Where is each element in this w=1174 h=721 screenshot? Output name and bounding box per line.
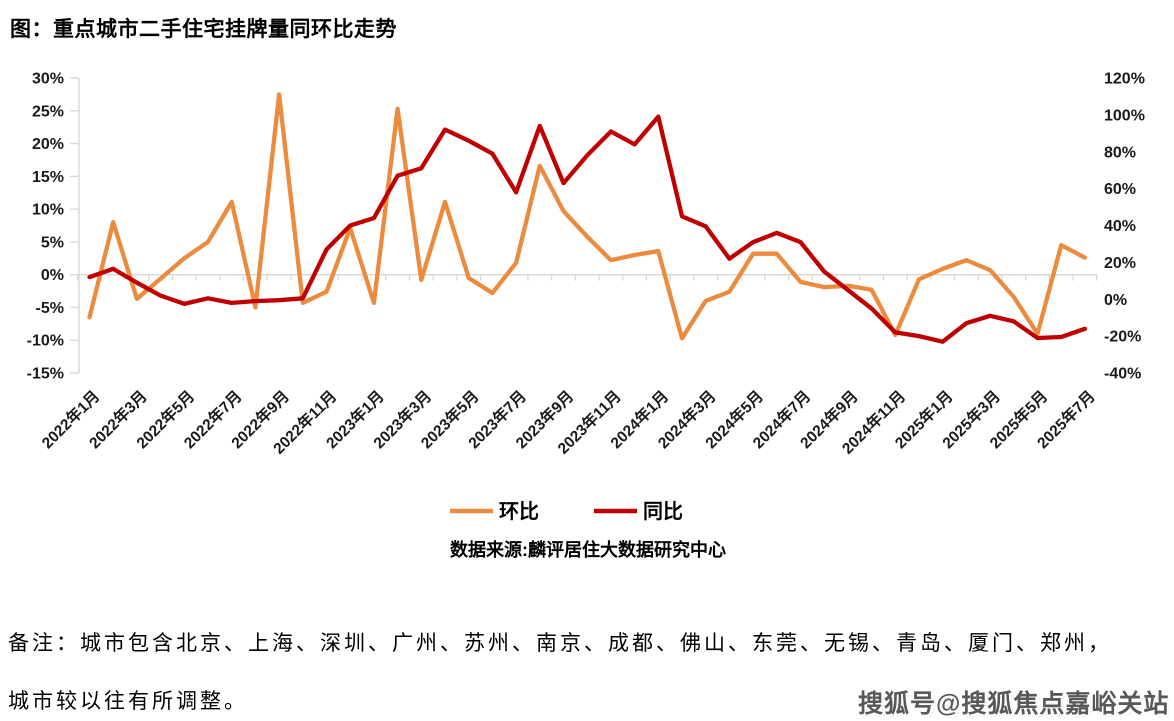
y-axis-right-label: -20% [1104, 329, 1141, 346]
y-axis-right-label: 20% [1104, 255, 1136, 272]
legend-label-huanbi: 环比 [499, 500, 539, 523]
legend: 环比 同比 [450, 500, 683, 523]
page-title: 图：重点城市二手住宅挂牌量同环比走势 [10, 18, 397, 41]
y-axis-right-label: 40% [1104, 218, 1136, 235]
y-axis-left-label: -5% [36, 300, 64, 317]
axes-layer: 30% 25% 20% 15% 10% 5% 0% -5% -10% -15% 120% 100% 80… [27, 71, 1145, 383]
y-axis-right-label: 120% [1104, 71, 1145, 88]
y-axis-right-label: 60% [1104, 181, 1136, 198]
trend-chart: 30% 25% 20% 15% 10% 5% 0% -5% -10% -15% 120% 100% 80… [27, 71, 1145, 561]
note-line-2: 城市较以往有所调整。 [8, 689, 248, 713]
watermark: 搜狐号@搜狐焦点嘉峪关站 [858, 690, 1170, 718]
y-axis-left-label: 20% [32, 136, 64, 153]
y-axis-left-label: 25% [32, 103, 64, 120]
y-axis-left-label: -10% [27, 333, 64, 350]
y-axis-left-label: 0% [41, 267, 64, 284]
y-axis-left-label: 15% [32, 169, 64, 186]
y-axis-left-label: 5% [41, 234, 64, 251]
x-axis-labels-layer: 2022年1月2022年3月2022年5月2022年7月2022年9月2022年… [37, 386, 1098, 457]
y-axis-right-label: 80% [1104, 144, 1136, 161]
y-axis-left-label: 10% [32, 202, 64, 219]
legend-label-tongbi: 同比 [643, 500, 683, 523]
y-axis-left-label: -15% [27, 366, 64, 383]
huanbi-line [87, 92, 1088, 341]
y-axis-left-label: 30% [32, 71, 64, 88]
y-axis-right-label: -40% [1104, 366, 1141, 383]
tongbi-line [87, 114, 1088, 344]
series-layer [87, 92, 1088, 344]
y-axis-right-label: 100% [1104, 107, 1145, 124]
y-axis-right-label: 0% [1104, 292, 1127, 309]
note-line-1: 备注：城市包含北京、上海、深圳、广州、苏州、南京、成都、佛山、东莞、无锡、青岛、… [8, 631, 1112, 655]
chart-source: 数据来源:麟评居住大数据研究中心 [450, 539, 726, 560]
